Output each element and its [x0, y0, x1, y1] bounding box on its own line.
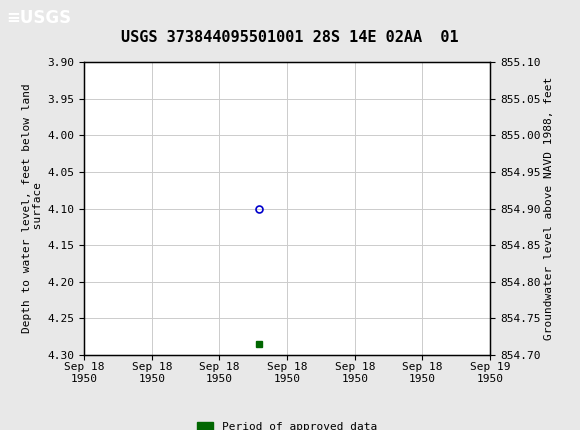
- Y-axis label: Depth to water level, feet below land
 surface: Depth to water level, feet below land su…: [21, 84, 44, 333]
- Y-axis label: Groundwater level above NAVD 1988, feet: Groundwater level above NAVD 1988, feet: [545, 77, 554, 340]
- Legend: Period of approved data: Period of approved data: [192, 418, 382, 430]
- Text: USGS 373844095501001 28S 14E 02AA  01: USGS 373844095501001 28S 14E 02AA 01: [121, 30, 459, 45]
- Text: ≡USGS: ≡USGS: [6, 9, 71, 27]
